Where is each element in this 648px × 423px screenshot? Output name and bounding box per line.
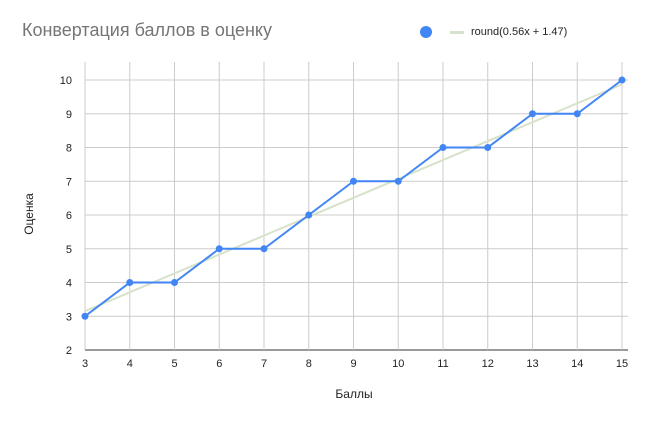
y-tick-label: 2: [66, 345, 72, 357]
data-point: [394, 177, 402, 185]
data-point: [484, 144, 492, 151]
x-tick-label: 14: [571, 358, 583, 370]
data-point: [439, 144, 447, 151]
legend-trendline-swatch: [450, 30, 464, 34]
data-point: [305, 211, 313, 219]
trendline: [84, 83, 623, 313]
y-tick-label: 7: [66, 176, 72, 188]
y-axis-title: Оценка: [22, 193, 36, 235]
data-point: [260, 245, 268, 253]
x-tick-label: 4: [127, 358, 133, 370]
x-tick-label: 12: [482, 358, 494, 370]
x-tick-label: 8: [306, 358, 312, 370]
x-tick-label: 5: [171, 358, 177, 370]
x-tick-label: 7: [261, 358, 267, 370]
gridlines: [84, 62, 628, 351]
x-tick-label: 10: [392, 358, 404, 370]
legend-trendline-label: round(0.56x + 1.47): [471, 26, 568, 38]
legend-series-marker: [420, 26, 432, 38]
x-tick-label: 9: [350, 358, 356, 370]
data-point: [529, 110, 536, 118]
series-layer: [81, 76, 626, 320]
chart-title: Конвертация баллов в оценку: [22, 20, 272, 40]
data-point: [171, 279, 178, 286]
y-tick-label: 9: [66, 109, 72, 121]
x-tick-label: 13: [526, 358, 538, 370]
x-tick-label: 15: [616, 358, 628, 370]
data-point: [618, 76, 626, 84]
x-tick-label: 11: [437, 358, 448, 370]
x-tick-label: 6: [216, 358, 222, 370]
y-tick-label: 8: [66, 143, 72, 155]
y-tick-label: 3: [66, 311, 72, 323]
data-point: [126, 279, 134, 286]
data-point: [350, 177, 357, 185]
legend: round(0.56x + 1.47): [420, 24, 567, 40]
data-point: [81, 312, 89, 320]
x-axis-title: Баллы: [335, 387, 372, 401]
y-tick-label: 10: [60, 75, 72, 87]
y-tick-label: 4: [66, 278, 72, 290]
trendline-layer: [84, 83, 623, 313]
x-tick-label: 3: [82, 358, 88, 370]
y-tick-label: 5: [66, 244, 72, 256]
y-tick-label: 6: [66, 210, 72, 222]
data-point: [215, 245, 223, 253]
data-point: [573, 110, 581, 118]
